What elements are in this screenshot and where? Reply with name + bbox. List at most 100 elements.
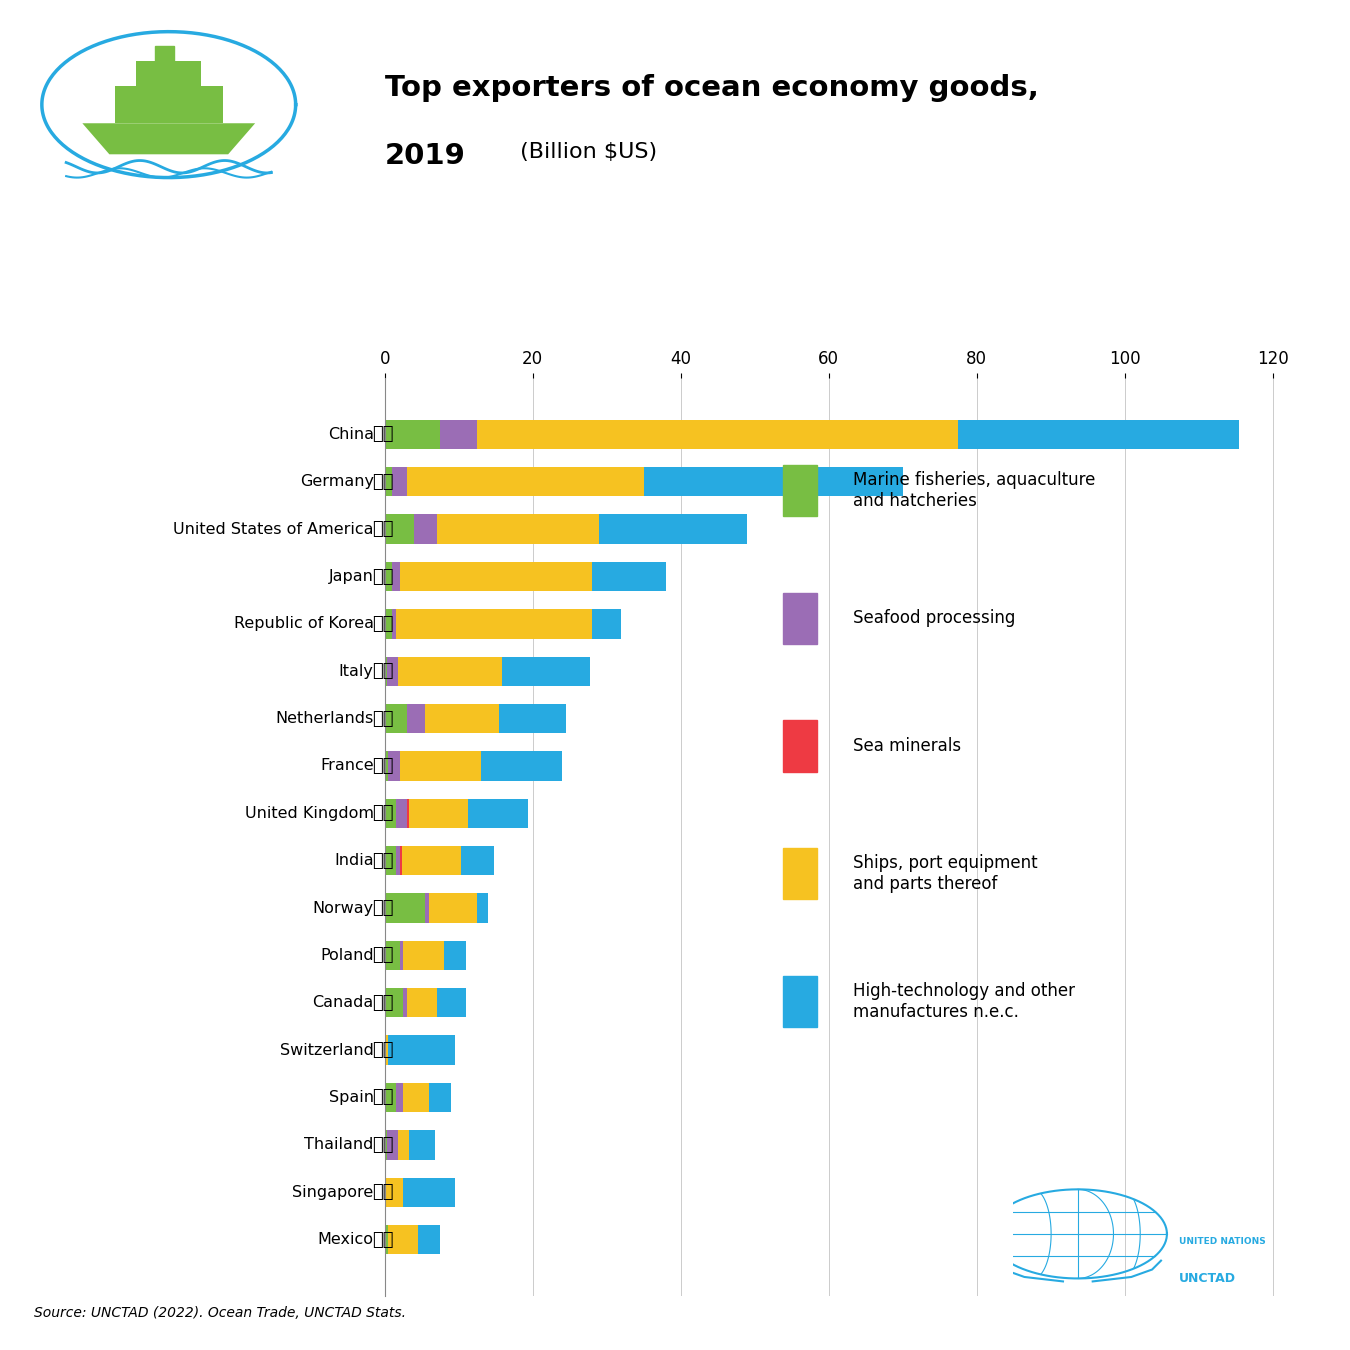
Bar bbox=[429, 894, 477, 923]
Bar bbox=[783, 721, 817, 772]
Bar bbox=[385, 846, 396, 875]
Bar bbox=[392, 609, 396, 639]
Text: Poland: Poland bbox=[320, 948, 374, 963]
Bar bbox=[644, 467, 903, 497]
Text: 🇩🇪: 🇩🇪 bbox=[371, 472, 393, 491]
Text: 🇬🇧: 🇬🇧 bbox=[371, 805, 393, 822]
Text: Marine fisheries, aquaculture
and hatcheries: Marine fisheries, aquaculture and hatche… bbox=[853, 471, 1096, 510]
Bar bbox=[958, 420, 1239, 450]
Bar bbox=[398, 1130, 409, 1160]
Bar bbox=[389, 1224, 418, 1254]
Text: Thailand: Thailand bbox=[304, 1137, 374, 1153]
Bar bbox=[385, 1035, 389, 1065]
Text: Sea minerals: Sea minerals bbox=[853, 737, 961, 755]
Bar bbox=[468, 799, 528, 828]
Bar bbox=[481, 751, 563, 780]
Bar bbox=[783, 848, 817, 899]
Bar bbox=[385, 988, 404, 1018]
Text: Canada: Canada bbox=[312, 995, 374, 1010]
Text: Seafood processing: Seafood processing bbox=[853, 609, 1015, 628]
Text: UNCTAD: UNCTAD bbox=[1179, 1272, 1235, 1285]
Text: United States of America: United States of America bbox=[173, 521, 374, 537]
Text: Top exporters of ocean economy goods,: Top exporters of ocean economy goods, bbox=[385, 74, 1038, 103]
Bar bbox=[599, 514, 748, 544]
Polygon shape bbox=[136, 61, 201, 86]
Bar bbox=[385, 1177, 404, 1207]
Bar bbox=[429, 1083, 451, 1112]
Text: 🇮🇹: 🇮🇹 bbox=[371, 663, 393, 680]
Text: China: China bbox=[328, 427, 374, 441]
Bar bbox=[406, 467, 644, 497]
Bar bbox=[406, 799, 409, 828]
Bar bbox=[396, 799, 406, 828]
Bar bbox=[502, 656, 590, 686]
Text: 🇨🇭: 🇨🇭 bbox=[371, 1041, 393, 1060]
Bar bbox=[406, 988, 436, 1018]
Text: 🇨🇦: 🇨🇦 bbox=[371, 994, 393, 1011]
Bar bbox=[400, 941, 404, 971]
Bar bbox=[500, 703, 566, 733]
Bar bbox=[385, 799, 396, 828]
Bar bbox=[385, 941, 400, 971]
Bar bbox=[385, 562, 391, 591]
Text: Spain: Spain bbox=[328, 1089, 374, 1106]
Bar bbox=[400, 562, 591, 591]
Bar bbox=[409, 1130, 435, 1160]
Text: Mexico: Mexico bbox=[317, 1233, 374, 1247]
Bar bbox=[436, 988, 466, 1018]
Bar bbox=[418, 1224, 440, 1254]
Bar bbox=[404, 1083, 429, 1112]
Text: Source: UNCTAD (2022). Ocean Trade, UNCTAD Stats.: Source: UNCTAD (2022). Ocean Trade, UNCT… bbox=[34, 1307, 406, 1320]
Bar bbox=[392, 467, 406, 497]
Text: 🇺🇸: 🇺🇸 bbox=[371, 520, 393, 539]
Text: United Kingdom: United Kingdom bbox=[244, 806, 374, 821]
Text: 🇳🇱: 🇳🇱 bbox=[371, 710, 393, 728]
Bar bbox=[396, 846, 400, 875]
Text: Ships, port equipment
and parts thereof: Ships, port equipment and parts thereof bbox=[853, 855, 1038, 892]
Bar bbox=[406, 703, 425, 733]
Bar bbox=[385, 656, 387, 686]
Text: Singapore: Singapore bbox=[293, 1185, 374, 1200]
Bar bbox=[398, 656, 502, 686]
Text: India: India bbox=[333, 853, 374, 868]
Bar bbox=[400, 751, 481, 780]
Bar bbox=[425, 703, 500, 733]
Bar bbox=[385, 467, 391, 497]
Bar bbox=[404, 1177, 455, 1207]
Bar bbox=[396, 609, 591, 639]
Text: Republic of Korea: Republic of Korea bbox=[234, 617, 374, 632]
Text: 🇹🇭: 🇹🇭 bbox=[371, 1135, 393, 1154]
Bar bbox=[783, 593, 817, 644]
Text: Netherlands: Netherlands bbox=[275, 711, 374, 726]
Bar bbox=[478, 894, 489, 923]
Bar bbox=[385, 1083, 396, 1112]
Text: High-technology and other
manufactures n.e.c.: High-technology and other manufactures n… bbox=[853, 981, 1075, 1021]
Text: 🇵🇱: 🇵🇱 bbox=[371, 946, 393, 964]
Text: Switzerland: Switzerland bbox=[279, 1042, 374, 1057]
Text: 🇫🇷: 🇫🇷 bbox=[371, 757, 393, 775]
Text: 🇳🇴: 🇳🇴 bbox=[371, 899, 393, 917]
Bar bbox=[385, 751, 389, 780]
Text: Japan: Japan bbox=[329, 568, 374, 585]
Text: 🇲🇽: 🇲🇽 bbox=[371, 1231, 393, 1249]
Bar bbox=[444, 941, 466, 971]
Bar bbox=[404, 988, 406, 1018]
Bar bbox=[591, 609, 621, 639]
Text: 2019: 2019 bbox=[385, 142, 466, 170]
Bar bbox=[389, 751, 400, 780]
Bar bbox=[385, 1130, 387, 1160]
Text: Germany: Germany bbox=[300, 474, 374, 489]
Bar bbox=[409, 799, 468, 828]
Bar bbox=[404, 941, 444, 971]
Bar bbox=[396, 1083, 404, 1112]
Bar bbox=[591, 562, 666, 591]
Bar bbox=[400, 846, 402, 875]
Text: 🇮🇳: 🇮🇳 bbox=[371, 852, 393, 869]
Text: 🇪🇸: 🇪🇸 bbox=[371, 1088, 393, 1107]
Text: (Billion $US): (Billion $US) bbox=[513, 142, 657, 162]
Polygon shape bbox=[115, 86, 223, 123]
Text: 🇯🇵: 🇯🇵 bbox=[371, 567, 393, 586]
Bar bbox=[425, 894, 429, 923]
Text: UNITED NATIONS: UNITED NATIONS bbox=[1179, 1237, 1265, 1246]
Bar bbox=[440, 420, 478, 450]
